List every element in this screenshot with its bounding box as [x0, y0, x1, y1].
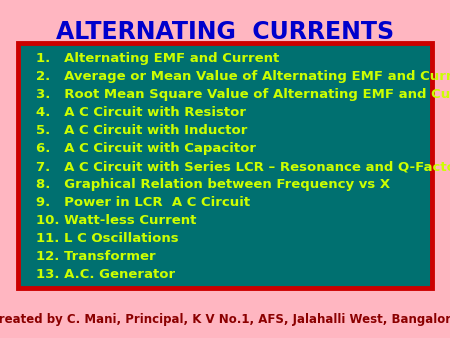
- Text: 13. A.C. Generator: 13. A.C. Generator: [36, 268, 175, 282]
- Text: 4.   A C Circuit with Resistor: 4. A C Circuit with Resistor: [36, 106, 246, 119]
- Text: 11. L C Oscillations: 11. L C Oscillations: [36, 232, 179, 245]
- Text: 10. Watt-less Current: 10. Watt-less Current: [36, 214, 196, 227]
- Text: 9.   Power in LCR  A C Circuit: 9. Power in LCR A C Circuit: [36, 196, 250, 209]
- Text: 6.   A C Circuit with Capacitor: 6. A C Circuit with Capacitor: [36, 142, 256, 155]
- Text: 8.   Graphical Relation between Frequency vs X: 8. Graphical Relation between Frequency …: [36, 178, 390, 191]
- Text: 5.   A C Circuit with Inductor: 5. A C Circuit with Inductor: [36, 124, 248, 137]
- Text: ALTERNATING  CURRENTS: ALTERNATING CURRENTS: [56, 20, 394, 44]
- Text: 7.   A C Circuit with Series LCR – Resonance and Q-Factor: 7. A C Circuit with Series LCR – Resonan…: [36, 160, 450, 173]
- Text: 12. Transformer: 12. Transformer: [36, 250, 156, 263]
- Text: 3.   Root Mean Square Value of Alternating EMF and Current: 3. Root Mean Square Value of Alternating…: [36, 88, 450, 101]
- Text: 2.   Average or Mean Value of Alternating EMF and Current: 2. Average or Mean Value of Alternating …: [36, 70, 450, 82]
- Text: Created by C. Mani, Principal, K V No.1, AFS, Jalahalli West, Bangalore: Created by C. Mani, Principal, K V No.1,…: [0, 314, 450, 327]
- Text: 1.   Alternating EMF and Current: 1. Alternating EMF and Current: [36, 51, 279, 65]
- FancyBboxPatch shape: [18, 43, 432, 288]
